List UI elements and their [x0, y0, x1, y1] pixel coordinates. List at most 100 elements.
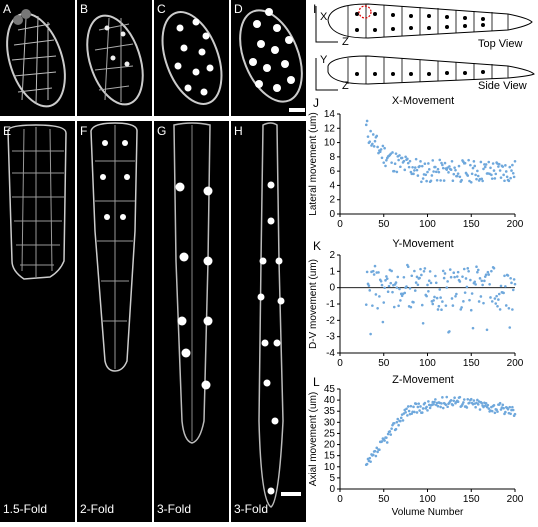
data-point	[374, 293, 378, 296]
data-point	[382, 301, 386, 304]
data-point	[391, 290, 394, 294]
data-point	[511, 408, 515, 412]
y-axis-label: D-V movement (um)	[308, 259, 319, 349]
data-point	[441, 269, 445, 273]
y-tick-label: 5	[329, 473, 335, 484]
data-point	[441, 396, 444, 399]
data-point	[431, 159, 435, 162]
data-point	[451, 403, 455, 407]
data-point	[470, 292, 474, 295]
data-point	[497, 292, 501, 296]
data-point	[385, 436, 388, 439]
data-point	[438, 288, 442, 291]
data-point	[395, 170, 399, 174]
data-point	[485, 328, 489, 332]
data-point	[507, 306, 511, 310]
data-point	[393, 162, 397, 165]
data-point	[475, 265, 478, 268]
data-point	[501, 403, 505, 407]
worm-schematic	[315, 3, 535, 91]
data-point	[391, 151, 394, 154]
y-movement-plot: 0 50 100 150 200 -4 -3 -2 -1 0 1 2 D-V movement (um)	[308, 250, 524, 369]
data-point	[368, 140, 372, 143]
data-point	[383, 286, 386, 290]
data-point	[415, 411, 419, 414]
data-point	[462, 300, 465, 303]
top-view-label: Top View	[478, 38, 523, 50]
data-point	[453, 166, 456, 169]
data-point	[496, 304, 499, 308]
x-tick-label: 50	[378, 358, 390, 369]
y-tick-label: 14	[324, 109, 336, 120]
data-point	[449, 398, 453, 402]
data-point	[438, 158, 442, 162]
data-point	[375, 446, 379, 450]
data-point	[475, 401, 478, 405]
data-point	[459, 308, 463, 311]
y-tick-label: 2	[329, 250, 335, 261]
data-point	[511, 288, 515, 292]
panel-l-chart: L Z-Movement 0 50 100 150 200 0 5 10 15 20 25 30 35 4…	[308, 373, 538, 522]
panel-d-image: D	[231, 0, 306, 116]
axis-z-label-side: Z	[342, 80, 349, 92]
data-point	[366, 135, 370, 138]
data-point	[478, 277, 482, 280]
data-point	[385, 441, 389, 444]
x-tick-label: 200	[507, 358, 524, 369]
data-point	[379, 148, 383, 151]
panel-k-chart: K Y-Movement 0 50 100 150 200 -4 -3 -2 -1 0 1 2 D-V …	[308, 237, 538, 371]
data-point	[385, 275, 388, 278]
data-point	[392, 305, 396, 309]
data-point	[365, 462, 369, 466]
data-point	[429, 179, 433, 183]
data-point	[456, 270, 460, 274]
x-axis-label: Volume Number	[392, 507, 464, 518]
data-point	[421, 177, 425, 180]
x-tick-label: 0	[337, 219, 343, 230]
data-point	[367, 284, 371, 287]
data-point	[434, 165, 437, 169]
data-point	[469, 181, 473, 184]
data-point	[394, 427, 398, 431]
data-point	[462, 398, 466, 401]
data-point	[406, 161, 410, 165]
embryo-e-drawing	[7, 124, 67, 280]
data-point	[504, 304, 508, 307]
data-point	[487, 407, 491, 410]
data-point	[504, 170, 508, 173]
data-point	[448, 165, 451, 168]
x-tick-label: 50	[378, 219, 390, 230]
data-point	[476, 268, 480, 272]
data-point	[420, 411, 424, 414]
data-point	[392, 421, 396, 425]
data-point	[439, 405, 442, 409]
data-point	[476, 169, 479, 173]
data-point	[424, 173, 428, 177]
panel-label-e: E	[3, 124, 12, 138]
data-point	[480, 401, 484, 405]
panel-label-d: D	[234, 2, 243, 16]
data-point	[463, 291, 467, 294]
chart-title: Y-Movement	[392, 238, 454, 250]
data-point	[386, 432, 390, 436]
y-tick-label: 0	[329, 209, 335, 220]
data-point	[402, 159, 406, 163]
data-point	[453, 275, 456, 279]
data-point	[484, 273, 488, 277]
y-tick-label: 15	[324, 451, 336, 462]
data-point	[411, 165, 414, 169]
y-tick-label: 6	[329, 166, 335, 177]
data-point	[418, 409, 421, 412]
data-point	[449, 275, 453, 279]
data-point	[493, 297, 497, 300]
data-point	[494, 302, 498, 305]
data-point	[385, 158, 388, 162]
data-point	[374, 454, 378, 458]
data-point	[439, 296, 442, 299]
data-point	[490, 409, 494, 413]
data-point	[397, 304, 400, 308]
y-tick-label: 12	[324, 123, 336, 134]
data-point	[441, 406, 445, 410]
data-point	[373, 139, 377, 143]
data-point	[427, 400, 430, 403]
